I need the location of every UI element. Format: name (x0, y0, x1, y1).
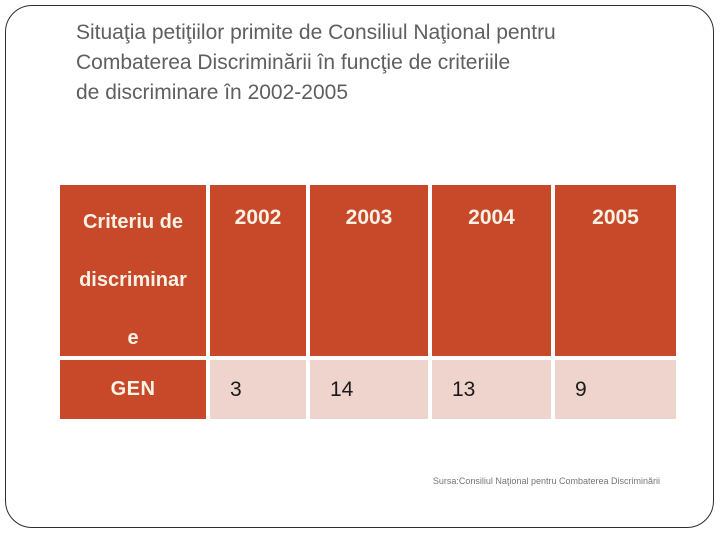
row-label-gen: GEN (60, 360, 206, 419)
value-2003: 14 (310, 360, 428, 419)
petitions-table: Criteriu de discriminar e 2002 2003 2004… (60, 185, 676, 419)
header-cell-2002: 2002 (210, 185, 306, 356)
header-cell-2004: 2004 (432, 185, 551, 356)
header-criteria-line-1: Criteriu de (82, 211, 184, 233)
value-2002: 3 (210, 360, 306, 419)
slide-title: Situaţia petiţiilor primite de Consiliul… (76, 18, 676, 108)
header-cell-2005: 2005 (555, 185, 676, 356)
value-2004: 13 (432, 360, 551, 419)
slide-title-line-2: Combaterea Discriminării în funcţie de c… (76, 51, 511, 74)
header-criteria-line-3: e (127, 327, 139, 349)
slide-title-line-3: de discriminare în 2002-2005 (76, 81, 348, 104)
source-caption: Sursa:Consiliul Naţional pentru Combater… (432, 476, 660, 486)
slide-title-line-1: Situaţia petiţiilor primite de Consiliul… (76, 21, 556, 44)
slide-border (5, 5, 714, 528)
header-criteria-line-2: discriminar (79, 269, 187, 291)
header-cell-2003: 2003 (310, 185, 428, 356)
header-cell-criteria: Criteriu de discriminar e (60, 185, 206, 356)
value-2005: 9 (555, 360, 676, 419)
